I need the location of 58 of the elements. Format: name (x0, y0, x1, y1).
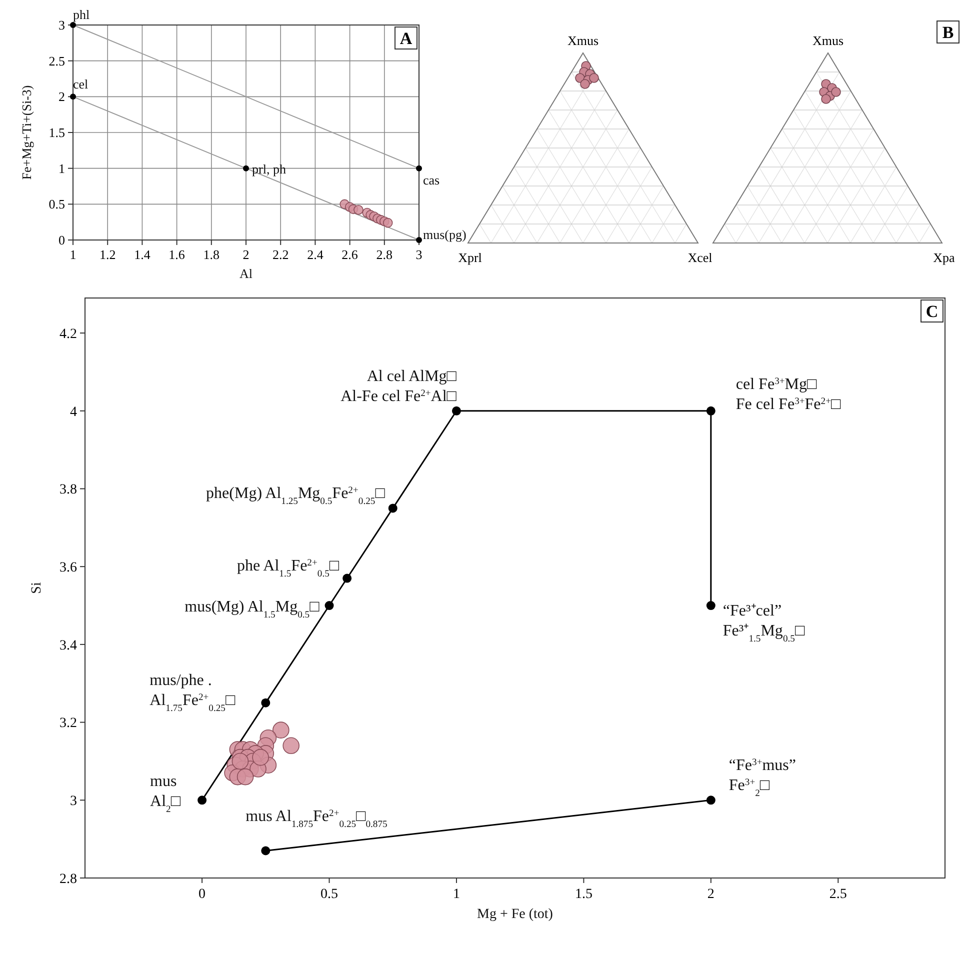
y-tick-label: 0.5 (48, 196, 65, 212)
y-tick-label: 3.8 (60, 482, 77, 498)
annotation: “Fe$^{3+}$mus” Fe$^{3+}$$_{2}$□ (728, 756, 796, 799)
y-tick-label: 3 (70, 794, 77, 810)
annotation: C (926, 302, 938, 321)
y-tick-label: 1.5 (48, 125, 65, 140)
x-tick-label: 1 (452, 887, 460, 902)
annotation: mus Al$_{2}$□ (150, 773, 181, 815)
y-tick-label: 1 (58, 160, 65, 176)
x-tick-label: 2 (242, 247, 250, 262)
text: Xcel (688, 250, 713, 265)
x-tick-label: 2.8 (376, 247, 393, 262)
y-tick-label: 3 (58, 18, 65, 33)
y-tick-label: 3.6 (60, 560, 77, 576)
annotation: mus/phe . Al$_{1.75}$Fe$^{2+}$$_{0.25}$□ (150, 672, 236, 714)
x-tick-label: 3 (416, 247, 422, 262)
y-axis-title: Fe+Mg+Ti+(Si-3) (19, 85, 34, 180)
annotation: A (400, 29, 413, 48)
x-tick-label: 0 (198, 887, 206, 902)
annotation: “Fe³⁺cel” Fe³⁺$_{1.5}$Mg$_{0.5}$□ (722, 602, 805, 644)
x-tick-label: 2.5 (829, 887, 847, 902)
x-tick-label: 2 (707, 887, 714, 902)
annotation: phe Al$_{1.5}$Fe$^{2+}$$_{0.5}$□ (236, 556, 340, 579)
annotation: mus Al$_{1.875}$Fe$^{2+}$$_{0.25}$□$_{0.875}$ (246, 807, 388, 830)
x-tick-label: 2.2 (272, 247, 289, 262)
annotation: mus(pg) (423, 227, 466, 242)
x-axis-title: Mg + Fe (tot) (477, 907, 554, 922)
text: Xmus (812, 33, 844, 48)
text: Xmus (567, 33, 599, 48)
text: B (942, 23, 954, 42)
y-tick-label: 2.5 (48, 53, 65, 68)
x-tick-label: 0.5 (320, 887, 338, 902)
y-tick-label: 3.4 (60, 638, 77, 654)
annotation: phe(Mg) Al$_{1.25}$Mg$_{0.5}$Fe$^{2+}$$_{0.25}$□ (206, 484, 386, 507)
annotation: prl, ph (252, 161, 286, 176)
y-tick-label: 3.2 (60, 716, 77, 732)
text: Xpa (933, 250, 956, 265)
annotation: phl (73, 7, 90, 22)
y-tick-label: 0 (58, 232, 65, 248)
annotation: cel (73, 76, 89, 92)
annotation: cel Fe$^{3+}$Mg□ Fe cel Fe$^{3+}$Fe$^{2+}$□ (736, 375, 842, 413)
annotation: cas (423, 172, 440, 188)
x-tick-label: 2.4 (307, 247, 324, 262)
x-axis-title: Al (240, 266, 253, 281)
text: Xprl (458, 250, 482, 265)
x-tick-label: 1.2 (99, 247, 116, 262)
annotation: mus(Mg) Al$_{1.5}$Mg$_{0.5}$□ (184, 598, 320, 620)
annotation: Al cel AlMg□ Al-Fe cel Fe$^{2+}$Al□ (340, 368, 457, 405)
x-tick-label: 1.4 (134, 247, 151, 262)
x-tick-label: 1.6 (168, 247, 186, 262)
x-tick-label: 2.6 (342, 247, 358, 262)
y-tick-label: 2.8 (60, 872, 77, 887)
y-tick-label: 2 (58, 89, 65, 104)
x-tick-label: 1.8 (203, 247, 220, 262)
y-tick-label: 4.2 (60, 326, 77, 342)
y-tick-label: 4 (70, 404, 77, 420)
x-tick-label: 1.5 (574, 887, 592, 902)
y-axis-title: Si (30, 582, 45, 594)
